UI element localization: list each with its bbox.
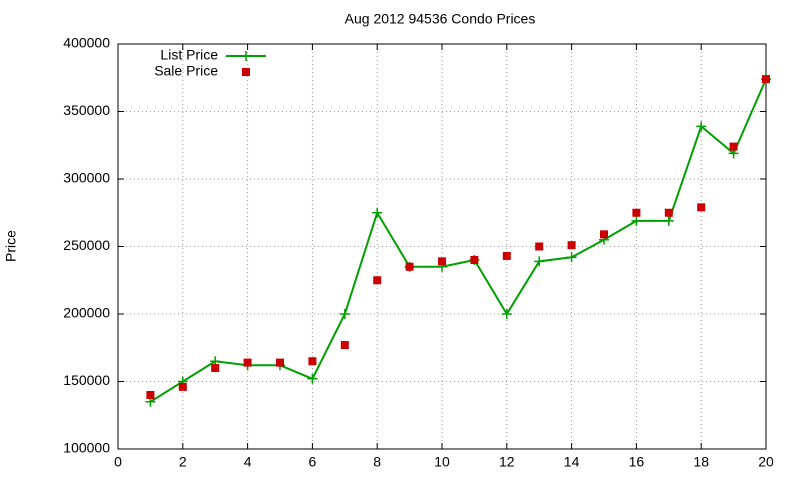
y-tick-label: 200000 xyxy=(63,305,110,321)
point xyxy=(178,382,187,391)
x-tick-label: 0 xyxy=(114,454,122,470)
y-tick-label: 350000 xyxy=(63,102,110,118)
point xyxy=(243,358,252,367)
point xyxy=(762,75,770,84)
point xyxy=(535,242,544,251)
point xyxy=(373,276,382,285)
point xyxy=(307,373,318,384)
point xyxy=(438,257,446,266)
point xyxy=(567,241,576,250)
plus-marker xyxy=(501,309,512,319)
legend-marker xyxy=(242,68,250,76)
x-tick-label: 8 xyxy=(373,454,381,470)
point xyxy=(600,230,608,239)
y-tick-label: 300000 xyxy=(63,170,110,186)
point xyxy=(534,256,545,267)
point xyxy=(696,121,707,132)
point xyxy=(729,142,738,151)
plus-marker xyxy=(566,252,577,263)
point xyxy=(372,207,383,218)
y-tick-label: 400000 xyxy=(63,35,110,51)
x-tick-label: 6 xyxy=(309,454,317,470)
plus-marker xyxy=(339,309,350,319)
x-tick-label: 14 xyxy=(564,454,580,470)
plus-marker xyxy=(534,256,545,267)
x-tick-label: 10 xyxy=(434,454,450,470)
point xyxy=(211,364,220,372)
plus-marker xyxy=(631,215,642,226)
plus-marker xyxy=(241,51,251,61)
plus-marker xyxy=(696,121,707,132)
point xyxy=(566,252,577,263)
plus-marker xyxy=(372,207,383,218)
point xyxy=(663,215,674,226)
y-tick-label: 250000 xyxy=(63,237,110,253)
point xyxy=(470,256,479,264)
x-tick-label: 20 xyxy=(758,454,774,470)
point xyxy=(501,309,512,319)
plot-frame xyxy=(117,43,767,450)
x-tick-label: 16 xyxy=(629,454,645,470)
point xyxy=(276,358,284,367)
point xyxy=(664,208,673,217)
point xyxy=(308,357,317,366)
point xyxy=(502,251,511,260)
point xyxy=(340,341,349,350)
chart-title: Aug 2012 94536 Condo Prices xyxy=(345,11,536,27)
point xyxy=(697,203,706,212)
x-tick-label: 18 xyxy=(693,454,709,470)
legend-marker xyxy=(241,51,251,61)
plus-marker xyxy=(307,373,318,384)
point xyxy=(146,391,155,399)
point xyxy=(632,208,641,217)
x-tick-label: 4 xyxy=(244,454,252,470)
point xyxy=(405,262,414,271)
legend-label: Sale Price xyxy=(154,63,218,79)
y-tick-label: 150000 xyxy=(63,372,110,388)
y-tick-label: 100000 xyxy=(63,440,110,456)
x-tick-label: 2 xyxy=(179,454,187,470)
x-tick-label: 12 xyxy=(499,454,515,470)
point xyxy=(339,309,350,319)
y-axis-label: Price xyxy=(3,230,19,262)
legend-label: List Price xyxy=(160,47,218,63)
plus-marker xyxy=(663,215,674,226)
series-line xyxy=(149,78,767,403)
point xyxy=(631,215,642,226)
